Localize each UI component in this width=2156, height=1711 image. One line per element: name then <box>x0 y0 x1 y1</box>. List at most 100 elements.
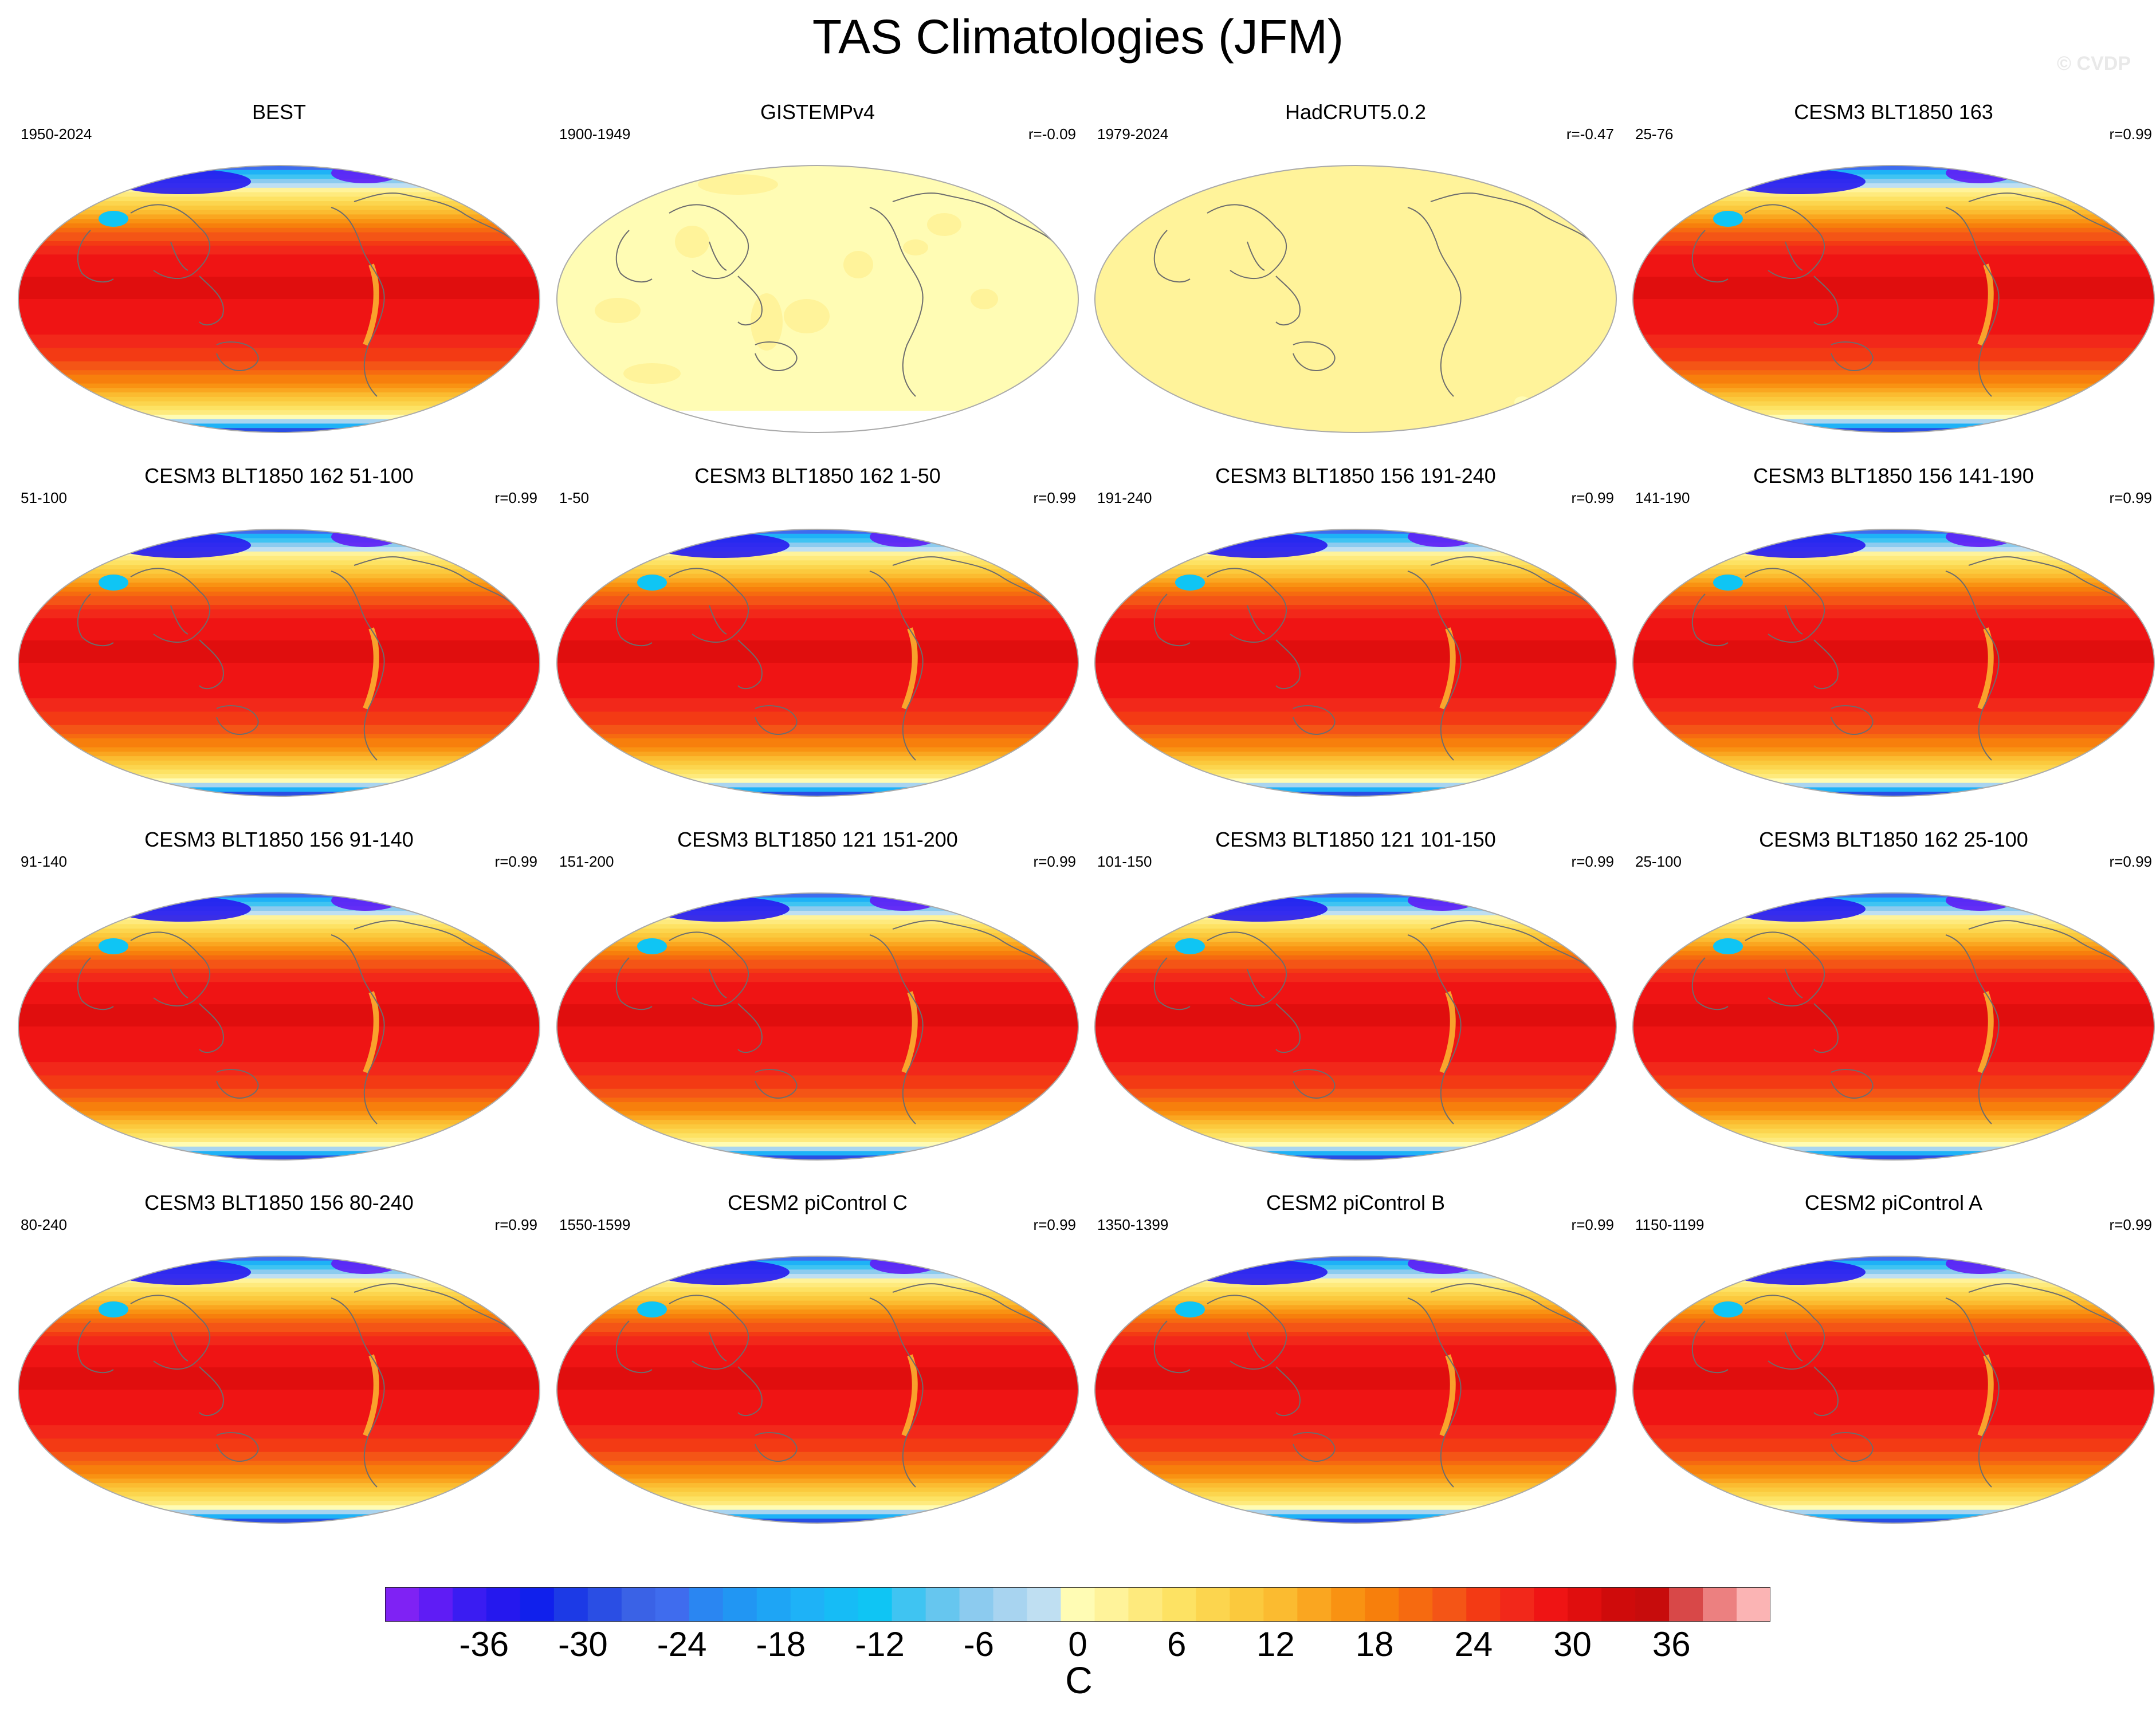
panel-correlation: r=0.99 <box>1571 1216 1614 1233</box>
coastline <box>77 957 114 1010</box>
map-fill <box>1095 529 1616 796</box>
temperature-band <box>18 698 540 703</box>
temperature-band <box>18 254 540 260</box>
temperature-band <box>1095 1505 1616 1511</box>
temperature-band <box>1633 1274 2154 1279</box>
temperature-band <box>557 902 1078 907</box>
uniform-fill <box>557 166 1078 432</box>
map-border <box>556 165 1079 433</box>
temperature-band <box>1633 911 2154 916</box>
temperature-band <box>1633 1519 2154 1523</box>
temperature-band <box>1633 268 2154 273</box>
antarctica-cold-region <box>1676 782 1802 796</box>
colorbar-segment <box>1094 1587 1129 1622</box>
coastline <box>1153 593 1191 647</box>
temperature-band <box>1633 250 2154 255</box>
temperature-band <box>1095 613 1616 619</box>
temperature-band <box>1095 1350 1616 1355</box>
temperature-band <box>18 933 540 938</box>
temperature-band <box>557 725 1078 730</box>
temperature-band <box>557 685 1078 690</box>
temperature-band <box>18 1256 540 1261</box>
temperature-band <box>557 1138 1078 1143</box>
temperature-band <box>18 187 540 193</box>
panel-title: CESM3 BLT1850 162 1-50 <box>694 464 941 487</box>
antarctica-cold-region <box>1676 1146 1802 1160</box>
temperature-band <box>1095 1265 1616 1271</box>
coastline <box>892 556 1054 606</box>
temperature-band <box>18 955 540 961</box>
coastline <box>1945 571 2000 761</box>
temperature-band <box>18 533 540 539</box>
temperature-band <box>1633 982 2154 988</box>
temperature-band <box>557 1080 1078 1085</box>
colorbar-segment <box>1399 1587 1433 1622</box>
coastline <box>1247 605 1265 635</box>
coastline <box>1831 1069 1874 1099</box>
temperature-band <box>1095 1283 1616 1288</box>
temperature-band <box>18 707 540 713</box>
temperature-band <box>1633 303 2154 309</box>
panel-years: 1900-1949 <box>559 125 631 143</box>
temperature-band <box>18 681 540 686</box>
temperature-band <box>1633 902 2154 907</box>
temperature-band <box>18 179 540 184</box>
temperature-band <box>1633 294 2154 300</box>
temperature-band <box>18 1327 540 1333</box>
temperature-band <box>557 1483 1078 1488</box>
temperature-band <box>557 924 1078 930</box>
temperature-band <box>557 1313 1078 1319</box>
temperature-band <box>1633 223 2154 229</box>
temperature-band <box>557 1048 1078 1054</box>
temperature-band <box>1633 760 2154 766</box>
temperature-band <box>1095 1030 1616 1036</box>
temperature-band <box>1633 290 2154 296</box>
temperature-band <box>1633 201 2154 206</box>
temperature-band <box>557 765 1078 770</box>
temperature-band <box>557 1340 1078 1346</box>
temperature-band <box>18 671 540 677</box>
temperature-band <box>1633 1142 2154 1147</box>
temperature-band <box>1095 977 1616 983</box>
temperature-band <box>1633 1309 2154 1315</box>
temperature-band <box>18 915 540 921</box>
temperature-band <box>557 906 1078 912</box>
temperature-band <box>18 667 540 672</box>
colorbar-segment <box>486 1587 521 1622</box>
colorbar-segment <box>520 1587 555 1622</box>
tibet-cold-region <box>99 211 128 227</box>
temperature-band <box>1095 1474 1616 1480</box>
coastline <box>331 934 385 1124</box>
temperature-band <box>1633 1278 2154 1284</box>
colorbar-segment <box>1230 1587 1264 1622</box>
andes-cool-streak <box>901 991 918 1073</box>
temperature-band <box>1633 1093 2154 1099</box>
temperature-band <box>1095 1256 1616 1261</box>
coastline <box>331 1297 385 1488</box>
temperature-band <box>18 946 540 951</box>
temperature-band <box>1633 533 2154 539</box>
temperature-band <box>557 1425 1078 1430</box>
panel-correlation: r=0.99 <box>1033 1216 1076 1233</box>
temperature-band <box>18 321 540 327</box>
temperature-band <box>1633 1496 2154 1502</box>
colorbar <box>385 1587 1770 1622</box>
temperature-band <box>557 671 1078 677</box>
temperature-band <box>1095 1269 1616 1275</box>
temperature-band <box>1095 654 1616 659</box>
temperature-band <box>1095 1022 1616 1027</box>
panel-years: 51-100 <box>21 489 67 506</box>
temperature-band <box>1095 729 1616 735</box>
temperature-band <box>18 1260 540 1266</box>
temperature-band <box>557 893 1078 898</box>
map-fill <box>557 1256 1078 1523</box>
temperature-band <box>18 352 540 357</box>
temperature-band <box>557 1088 1078 1094</box>
temperature-band <box>1095 1000 1616 1005</box>
colorbar-tick-label: 0 <box>1068 1625 1087 1663</box>
temperature-band <box>1633 1057 2154 1063</box>
temperature-band <box>1633 707 2154 713</box>
temperature-band <box>18 1456 540 1462</box>
temperature-band <box>557 969 1078 974</box>
temperature-band <box>1633 565 2154 570</box>
